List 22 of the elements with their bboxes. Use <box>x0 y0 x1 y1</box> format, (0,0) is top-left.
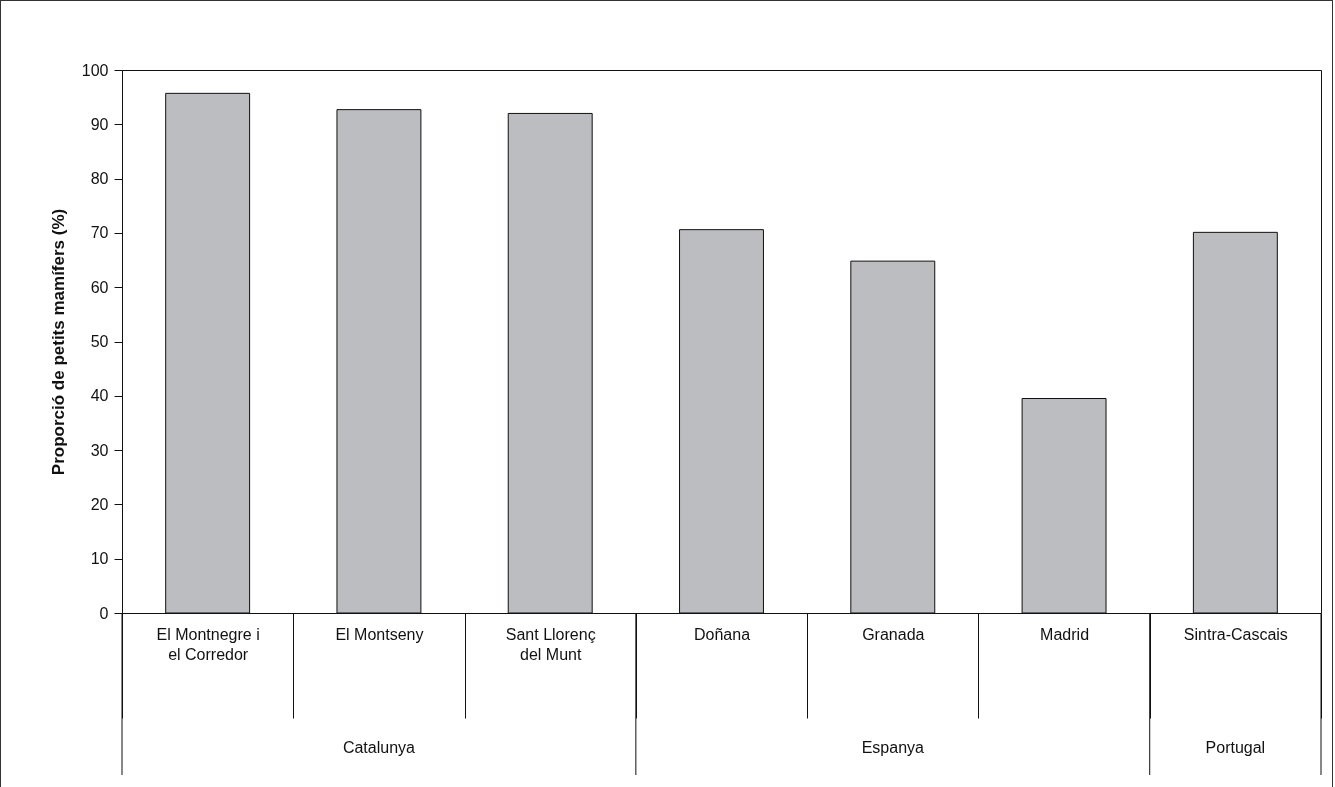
x-tick-label: El Montnegre i el Corredor <box>156 625 260 663</box>
y-tick-label: 10 <box>90 550 109 568</box>
y-tick-label: 30 <box>90 441 109 459</box>
x-tick-label: Sant Llorenç del Munt <box>505 625 596 663</box>
y-tick-label: 100 <box>81 61 109 79</box>
text: Catalunya <box>342 739 416 756</box>
x-tick-label: El Montseny <box>335 625 424 643</box>
text: Portugal <box>1205 739 1266 756</box>
y-tick-label: 40 <box>90 387 109 405</box>
y-tick-label: 50 <box>90 333 109 350</box>
y-tick-label: 60 <box>90 278 109 296</box>
y-tick-label: 20 <box>90 495 109 513</box>
x-tick-label: Madrid <box>1040 625 1090 643</box>
x-tick-label: Granada <box>862 625 925 643</box>
y-tick-label: 0 <box>99 604 109 622</box>
y-tick-label: 90 <box>90 115 109 133</box>
x-tick-label: Doñana <box>693 625 751 643</box>
y-tick-label: 80 <box>90 170 109 188</box>
y-tick-label: 70 <box>90 224 109 242</box>
x-tick-label: Sintra-Cascais <box>1183 625 1288 643</box>
text: Espanya <box>861 739 925 756</box>
y-axis-title: Proporció de petits mamífers (%) <box>48 208 68 476</box>
